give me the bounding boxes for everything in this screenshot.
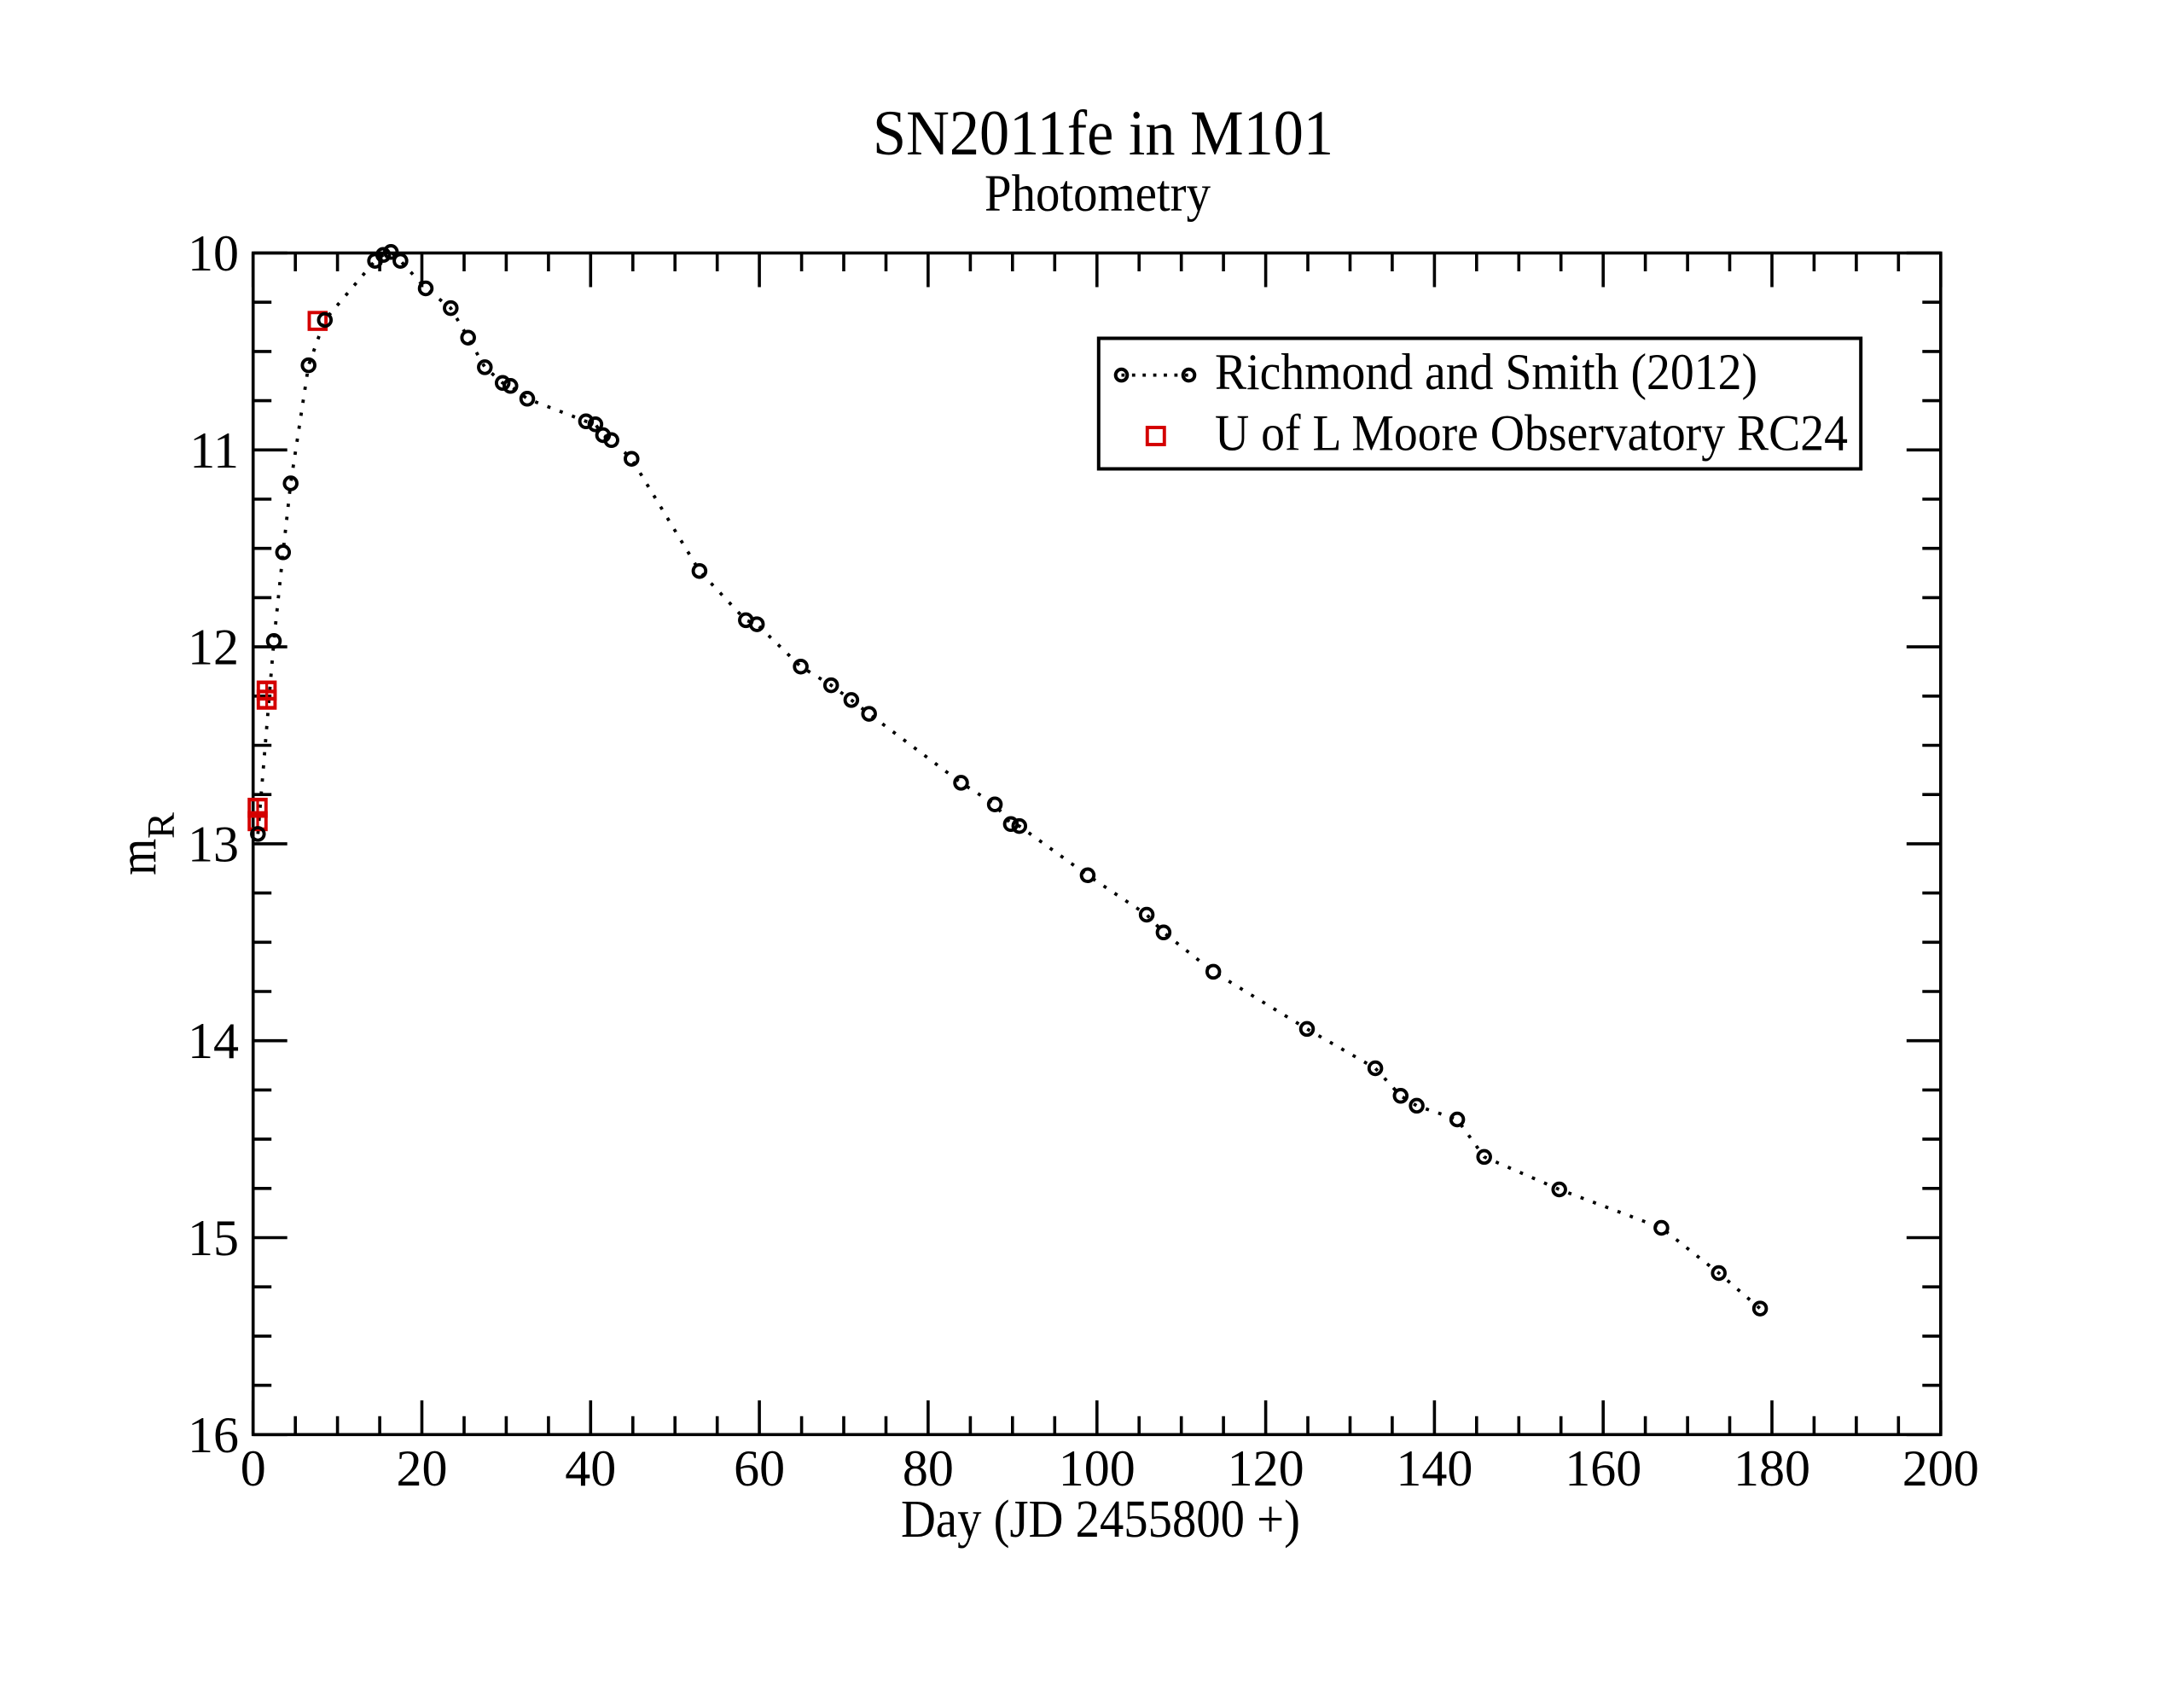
svg-text:14: 14: [188, 1013, 239, 1069]
svg-text:R: R: [140, 812, 183, 839]
svg-text:40: 40: [565, 1440, 616, 1497]
svg-text:m: m: [107, 839, 167, 875]
svg-text:Richmond and Smith (2012): Richmond and Smith (2012): [1215, 344, 1757, 400]
svg-text:10: 10: [188, 225, 239, 282]
svg-text:Photometry: Photometry: [985, 166, 1211, 223]
svg-text:60: 60: [734, 1440, 785, 1497]
svg-text:16: 16: [188, 1407, 239, 1463]
svg-text:140: 140: [1396, 1440, 1472, 1497]
svg-text:100: 100: [1059, 1440, 1136, 1497]
svg-text:160: 160: [1565, 1440, 1641, 1497]
svg-text:U of L Moore Observatory RC24: U of L Moore Observatory RC24: [1215, 405, 1848, 462]
svg-text:120: 120: [1228, 1440, 1304, 1497]
svg-text:11: 11: [189, 422, 239, 479]
svg-text:12: 12: [188, 619, 239, 676]
svg-text:0: 0: [241, 1440, 266, 1497]
svg-text:200: 200: [1902, 1440, 1979, 1497]
svg-text:15: 15: [188, 1210, 239, 1266]
svg-text:SN2011fe in M101: SN2011fe in M101: [873, 98, 1333, 169]
svg-text:20: 20: [397, 1440, 448, 1497]
svg-text:13: 13: [188, 816, 239, 872]
svg-text:180: 180: [1734, 1440, 1810, 1497]
svg-text:Day (JD 2455800 +): Day (JD 2455800 +): [901, 1491, 1300, 1549]
svg-text:80: 80: [903, 1440, 954, 1497]
